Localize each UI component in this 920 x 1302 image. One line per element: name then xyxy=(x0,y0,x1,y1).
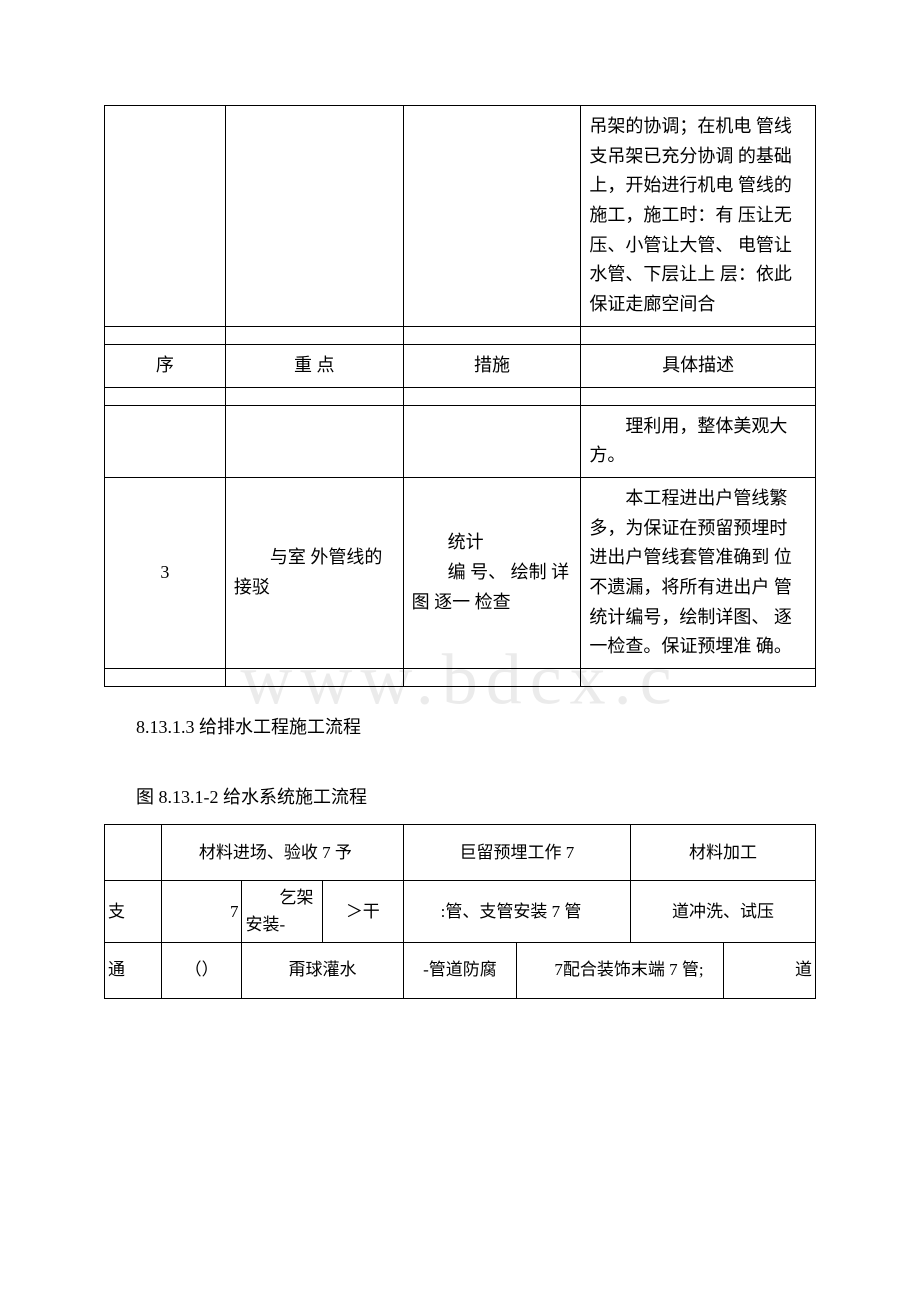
cell xyxy=(225,106,403,327)
cell: 通 xyxy=(105,943,162,999)
cell: 7 xyxy=(161,881,242,943)
header-row: 序 重 点 措施 具体描述 xyxy=(105,344,816,387)
cell: 本工程进出户管线繁 多，为保证在预留预埋时 进出户管线套管准确到 位不遗漏，将所… xyxy=(581,477,816,668)
table-row: 吊架的协调；在机电 管线支吊架已充分协调 的基础上，开始进行机电 管线的施工，施… xyxy=(105,106,816,327)
cell xyxy=(105,106,226,327)
cell xyxy=(105,405,226,477)
table-row: 理利用，整体美观大方。 xyxy=(105,405,816,477)
cell: 乞架安装- xyxy=(242,881,323,943)
cell: 道 xyxy=(723,943,815,999)
header-cell: 具体描述 xyxy=(581,344,816,387)
section-heading-1: 8.13.1.3 给排水工程施工流程 xyxy=(136,713,816,743)
cell xyxy=(225,405,403,477)
flow-row-3: 通 （） 甭球灌水 -管道防腐 7配合装饰末端 7 管; 道 xyxy=(105,943,816,999)
cell: :管、支管安装 7 管 xyxy=(403,881,631,943)
header-cell: 序 xyxy=(105,344,226,387)
table-row: 3 与室 外管线的 接驳 统计 编 号、 绘制 详图 逐一 检查 本工程进出户管… xyxy=(105,477,816,668)
flow-row-1: 材料进场、验收 7 予 巨留预埋工作 7 材料加工 xyxy=(105,825,816,881)
cell: 吊架的协调；在机电 管线支吊架已充分协调 的基础上，开始进行机电 管线的施工，施… xyxy=(581,106,816,327)
gap-row xyxy=(105,326,816,344)
cell: 理利用，整体美观大方。 xyxy=(581,405,816,477)
cell: 材料进场、验收 7 予 xyxy=(161,825,403,881)
cell: 7配合装饰末端 7 管; xyxy=(517,943,723,999)
header-cell: 措施 xyxy=(403,344,581,387)
cell: 甭球灌水 xyxy=(242,943,403,999)
cell xyxy=(403,106,581,327)
cell: 支 xyxy=(105,881,162,943)
cell: -管道防腐 xyxy=(403,943,517,999)
gap-row xyxy=(105,669,816,687)
cell: ＞干 xyxy=(323,881,404,943)
cell: 道冲洗、试压 xyxy=(631,881,816,943)
cell: （） xyxy=(161,943,242,999)
section-heading-2: 图 8.13.1-2 给水系统施工流程 xyxy=(136,783,816,813)
cell: 统计 编 号、 绘制 详图 逐一 检查 xyxy=(403,477,581,668)
main-table: 吊架的协调；在机电 管线支吊架已充分协调 的基础上，开始进行机电 管线的施工，施… xyxy=(104,105,816,687)
cell: 与室 外管线的 接驳 xyxy=(225,477,403,668)
cell xyxy=(403,405,581,477)
cell: 材料加工 xyxy=(631,825,816,881)
cell: 3 xyxy=(105,477,226,668)
cell xyxy=(105,825,162,881)
gap-row xyxy=(105,387,816,405)
flow-table: 材料进场、验收 7 予 巨留预埋工作 7 材料加工 支 7 乞架安装- ＞干 :… xyxy=(104,824,816,999)
header-cell: 重 点 xyxy=(225,344,403,387)
cell: 巨留预埋工作 7 xyxy=(403,825,631,881)
flow-row-2: 支 7 乞架安装- ＞干 :管、支管安装 7 管 道冲洗、试压 xyxy=(105,881,816,943)
